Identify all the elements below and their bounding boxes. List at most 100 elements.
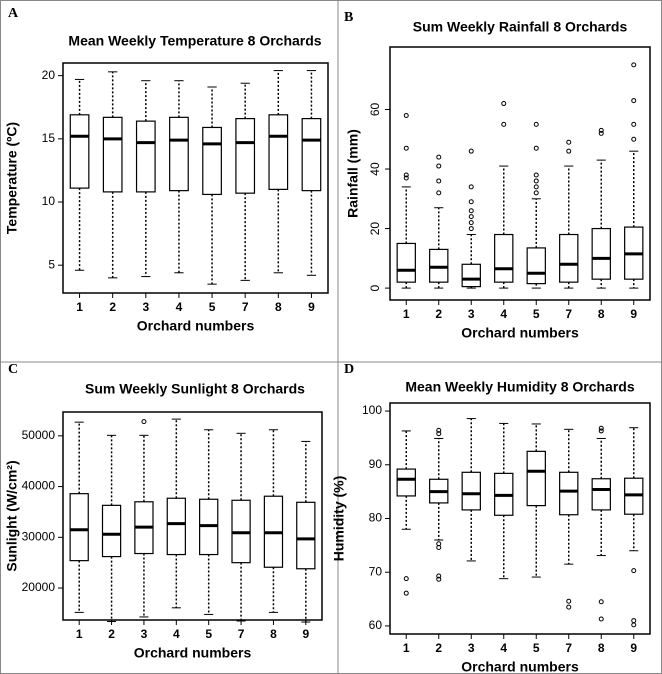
outlier xyxy=(598,599,604,605)
box xyxy=(268,114,289,190)
panel-label: C xyxy=(8,362,18,377)
x-tick-label: 1 xyxy=(76,300,83,314)
x-tick-label: 3 xyxy=(141,627,148,641)
y-tick-label: 70 xyxy=(369,564,383,578)
x-axis-label: Orchard numbers xyxy=(461,659,579,674)
x-tick-label: 3 xyxy=(142,300,149,314)
y-tick-label: 60 xyxy=(368,103,382,117)
x-tick-label: 7 xyxy=(565,307,572,321)
x-tick-label: 8 xyxy=(598,641,605,655)
outlier xyxy=(436,154,442,160)
outlier xyxy=(631,98,637,104)
x-tick-label: 8 xyxy=(270,627,277,641)
outlier xyxy=(141,419,147,425)
outlier xyxy=(631,622,637,628)
outlier xyxy=(566,148,572,154)
y-tick-label: 30000 xyxy=(22,529,56,543)
x-tick-label: 2 xyxy=(435,307,442,321)
box xyxy=(461,471,481,511)
outlier xyxy=(468,208,474,214)
chart-title: Mean Weekly Humidity 8 Orchards xyxy=(405,379,634,395)
y-tick-label: 100 xyxy=(362,403,382,417)
x-tick-label: 8 xyxy=(598,307,605,321)
box xyxy=(166,497,186,556)
x-axis-label: Orchard numbers xyxy=(461,325,579,341)
x-tick-label: 1 xyxy=(403,641,410,655)
outlier xyxy=(403,576,409,582)
box xyxy=(591,478,611,511)
outlier xyxy=(631,62,637,68)
y-tick-label: 15 xyxy=(42,131,56,145)
outlier xyxy=(468,199,474,205)
outlier xyxy=(436,427,442,433)
outlier xyxy=(436,573,442,579)
panel-label: B xyxy=(344,10,353,25)
outlier xyxy=(403,145,409,151)
y-tick-label: 10 xyxy=(42,194,56,208)
box xyxy=(494,233,514,283)
outlier xyxy=(631,136,637,142)
x-tick-label: 3 xyxy=(468,307,475,321)
box xyxy=(69,114,90,189)
outlier xyxy=(631,121,637,127)
box xyxy=(396,468,416,497)
plot-frame xyxy=(62,62,329,294)
outlier xyxy=(533,121,539,127)
box xyxy=(461,263,481,288)
box xyxy=(526,450,546,507)
outlier xyxy=(631,568,637,574)
outlier xyxy=(403,590,409,596)
panel-label: A xyxy=(8,6,19,21)
outlier xyxy=(598,616,604,622)
y-tick-label: 40000 xyxy=(22,479,56,493)
outlier xyxy=(631,618,637,624)
outlier xyxy=(436,545,442,551)
x-tick-label: 5 xyxy=(533,307,540,321)
box xyxy=(591,227,611,280)
box xyxy=(235,118,256,194)
x-tick-label: 5 xyxy=(533,641,540,655)
outlier xyxy=(468,184,474,190)
y-tick-label: 50000 xyxy=(22,428,56,442)
outlier xyxy=(533,184,539,190)
x-tick-label: 2 xyxy=(109,300,116,314)
chart-title: Sum Weekly Rainfall 8 Orchards xyxy=(413,19,628,35)
outlier xyxy=(468,214,474,220)
outlier xyxy=(468,220,474,226)
box xyxy=(559,233,579,283)
outlier xyxy=(533,190,539,196)
outlier xyxy=(501,121,507,127)
x-tick-label: 7 xyxy=(238,627,245,641)
chart-title: Sum Weekly Sunlight 8 Orchards xyxy=(85,381,305,397)
y-tick-label: 20 xyxy=(368,222,382,236)
box xyxy=(169,116,189,192)
y-axis-label: Temperature (ºC) xyxy=(4,122,20,234)
outlier xyxy=(436,178,442,184)
y-axis-label: Humidity (%) xyxy=(331,476,347,562)
outlier xyxy=(566,139,572,145)
x-tick-label: 4 xyxy=(500,307,507,321)
x-tick-label: 1 xyxy=(403,307,410,321)
x-axis-label: Orchard numbers xyxy=(134,645,252,661)
box xyxy=(396,242,416,283)
x-tick-label: 4 xyxy=(176,300,183,314)
plot-frame xyxy=(62,411,323,621)
plot-frame xyxy=(389,402,651,635)
outlier xyxy=(598,425,604,431)
y-tick-label: 80 xyxy=(369,511,383,525)
outlier xyxy=(598,127,604,133)
x-tick-label: 5 xyxy=(205,627,212,641)
outlier xyxy=(501,101,507,107)
box xyxy=(102,116,123,193)
box xyxy=(101,504,122,558)
x-tick-label: 7 xyxy=(565,641,572,655)
x-tick-label: 2 xyxy=(435,641,442,655)
x-tick-label: 9 xyxy=(630,307,637,321)
x-tick-label: 9 xyxy=(308,300,315,314)
y-axis-label: Rainfall (mm) xyxy=(345,129,361,218)
outlier xyxy=(436,190,442,196)
box xyxy=(559,471,579,516)
box xyxy=(135,120,156,193)
box xyxy=(296,501,316,570)
